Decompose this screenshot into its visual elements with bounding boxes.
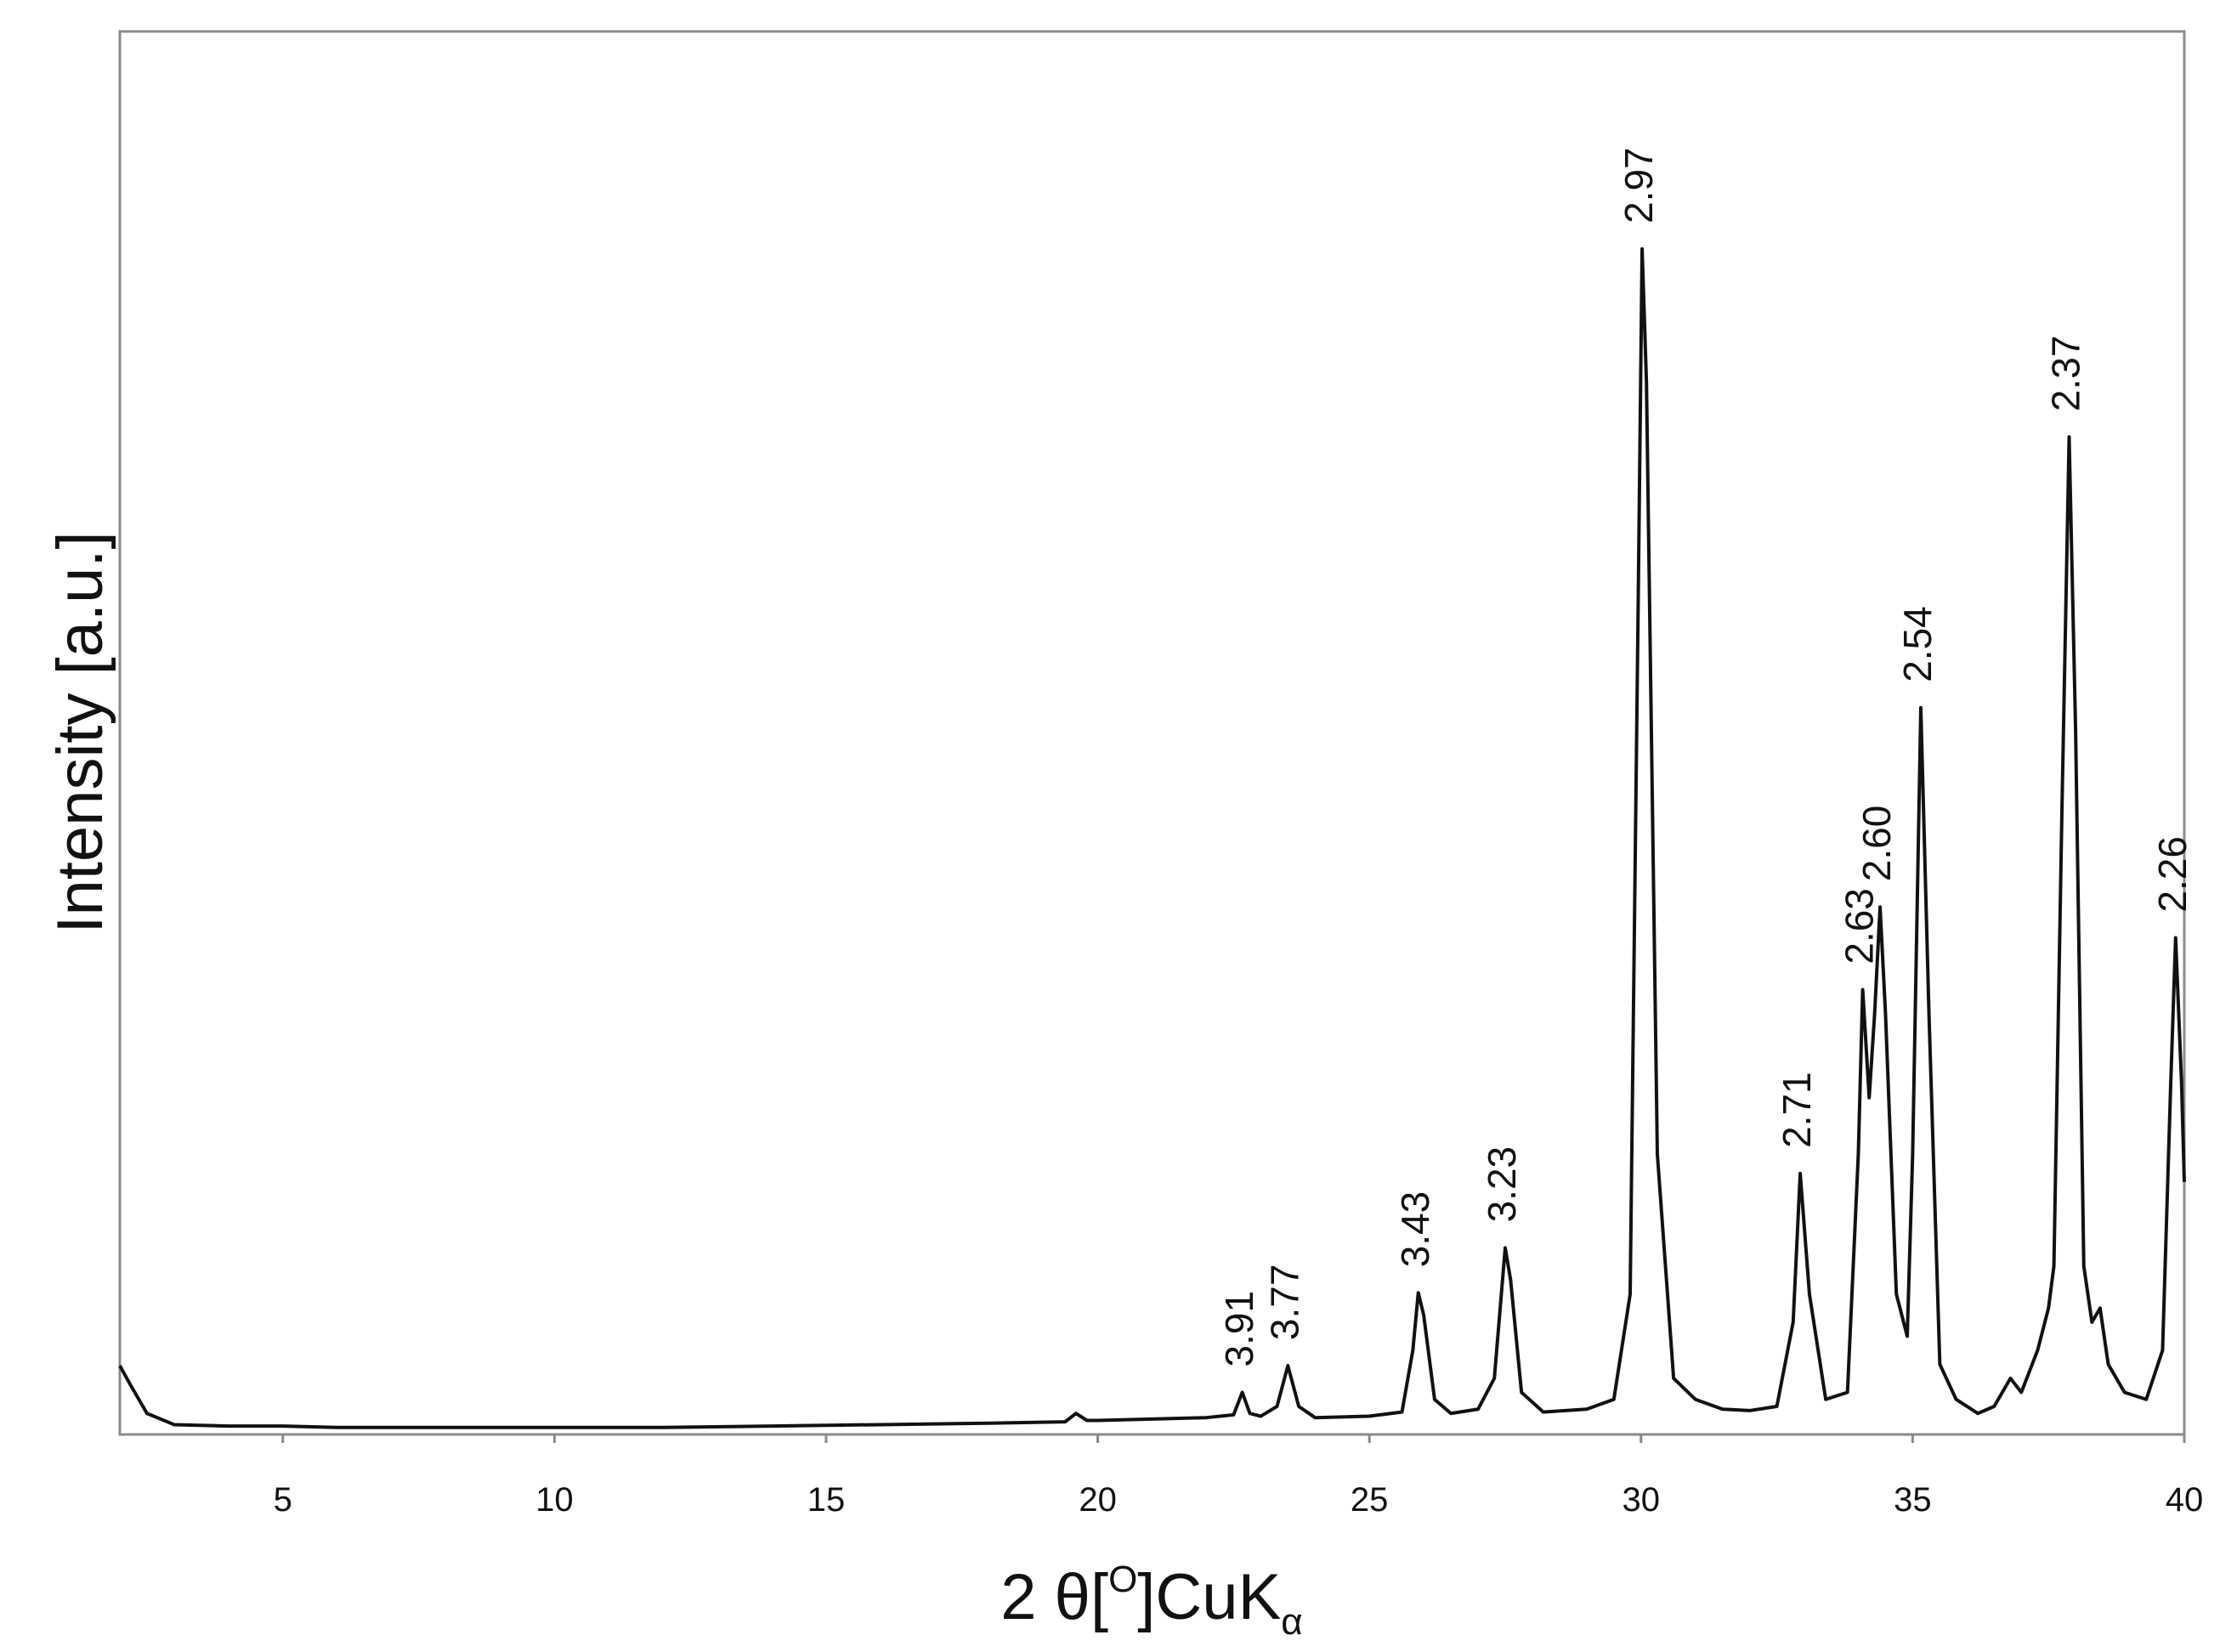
x-tick-label: 15 [807, 1481, 846, 1519]
peak-label: 2.63 [1838, 888, 1882, 965]
x-label-sup: O [1108, 1559, 1137, 1600]
x-axis-label: 2 θ[O]CuKα [1000, 1559, 1302, 1643]
peak-label: 2.26 [2150, 836, 2195, 913]
peak-label: 3.43 [1393, 1191, 1437, 1268]
data-line [118, 246, 2186, 1429]
x-tick-label: 35 [1894, 1481, 1932, 1519]
peak-label: 2.60 [1855, 806, 1899, 882]
x-tick-label: 10 [535, 1481, 574, 1519]
x-label-part: ]CuK [1137, 1561, 1281, 1633]
peak-label: 2.54 [1895, 606, 1940, 682]
peak-label: 2.71 [1775, 1072, 1819, 1148]
x-label-part: 2 θ[ [1000, 1561, 1108, 1633]
x-tick-label: 30 [1623, 1481, 1661, 1519]
x-tick-label: 20 [1079, 1481, 1117, 1519]
peak-label: 3.23 [1480, 1146, 1524, 1223]
peak-label: 3.91 [1217, 1291, 1261, 1367]
peak-label: 2.37 [2044, 336, 2088, 412]
x-tick-label: 40 [2166, 1481, 2204, 1519]
x-tick-label: 25 [1351, 1481, 1389, 1519]
plot-frame [118, 30, 2186, 1436]
x-tick-label: 5 [274, 1481, 292, 1519]
x-label-sub: α [1281, 1601, 1302, 1643]
peak-label: 3.77 [1262, 1264, 1306, 1341]
peak-label: 2.97 [1617, 147, 1661, 223]
y-axis-label: Intensity [a.u.] [44, 531, 116, 933]
